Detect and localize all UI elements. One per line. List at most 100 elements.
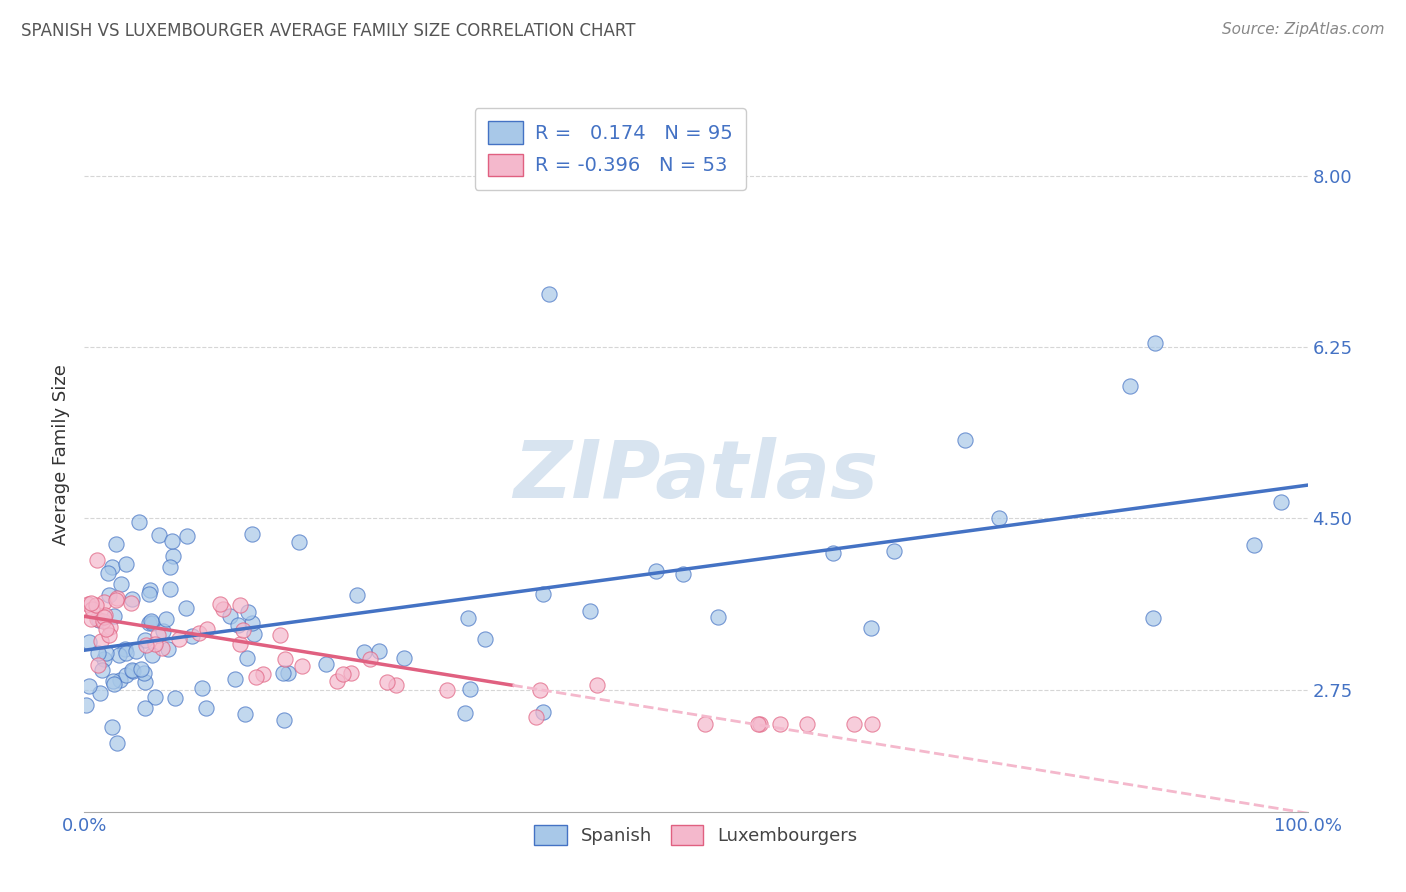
Point [211,601,233,615]
Point [120,596,142,610]
Point [748,716,770,731]
Point [122,664,145,678]
Point [375,675,398,690]
Point [860,621,883,635]
Point [86,646,108,660]
Point [94,608,117,623]
Point [458,681,481,696]
Point [226,618,249,632]
Point [291,659,314,673]
Point [194,701,217,715]
Point [392,651,415,665]
Point [86,657,108,672]
Point [105,591,128,606]
Point [139,582,162,597]
Point [436,682,458,697]
Point [454,706,477,721]
Point [176,601,198,615]
Point [86,612,108,626]
Point [224,672,246,686]
Point [180,629,202,643]
Point [195,622,218,636]
Point [139,614,162,628]
Point [90,663,112,677]
Point [134,632,156,647]
Point [90,634,112,648]
Point [155,612,177,626]
Point [114,557,136,571]
Point [91,614,114,628]
Point [121,664,143,678]
Point [159,560,181,574]
Point [340,666,363,681]
Point [77,598,100,612]
Point [93,652,115,666]
Point [315,657,337,671]
Point [860,716,883,731]
Point [159,582,181,596]
Point [101,720,124,734]
Point [105,736,128,750]
Point [129,662,152,676]
Point [274,652,297,666]
Point [141,615,163,630]
Point [271,665,294,680]
Point [121,592,143,607]
Point [93,595,115,609]
Point [86,553,108,567]
Point [531,587,554,601]
Point [579,605,602,619]
Point [89,686,111,700]
Point [138,616,160,631]
Point [163,690,186,705]
Point [747,716,769,731]
Legend: Spanish, Luxembourgers: Spanish, Luxembourgers [527,817,865,853]
Point [148,627,170,641]
Point [474,632,496,646]
Point [191,681,214,695]
Point [114,641,136,656]
Point [108,673,131,688]
Point [531,705,554,719]
Text: ZIPatlas: ZIPatlas [513,437,879,516]
Point [105,592,128,607]
Point [162,533,184,548]
Point [80,602,103,616]
Point [145,690,167,704]
Point [134,675,156,690]
Point [769,716,792,731]
Point [103,608,125,623]
Point [359,652,381,666]
Point [1243,539,1265,553]
Point [101,674,124,689]
Point [114,668,136,682]
Point [152,624,174,638]
Point [98,588,121,602]
Point [346,588,368,602]
Point [883,544,905,558]
Text: Source: ZipAtlas.com: Source: ZipAtlas.com [1222,22,1385,37]
Point [134,665,156,680]
Point [89,613,111,627]
Text: SPANISH VS LUXEMBOURGER AVERAGE FAMILY SIZE CORRELATION CHART: SPANISH VS LUXEMBOURGER AVERAGE FAMILY S… [21,22,636,40]
Point [240,615,263,630]
Point [236,651,259,665]
Point [94,622,117,636]
Point [988,511,1011,525]
Point [97,628,120,642]
Point [128,516,150,530]
Point [167,632,190,646]
Point [176,529,198,543]
Point [529,683,551,698]
Point [269,628,291,642]
Point [325,673,347,688]
Point [101,560,124,574]
Point [273,713,295,727]
Point [150,641,173,656]
Point [110,576,132,591]
Point [385,678,408,692]
Point [229,598,252,612]
Point [953,434,976,448]
Y-axis label: Average Family Size: Average Family Size [52,365,70,545]
Point [162,549,184,563]
